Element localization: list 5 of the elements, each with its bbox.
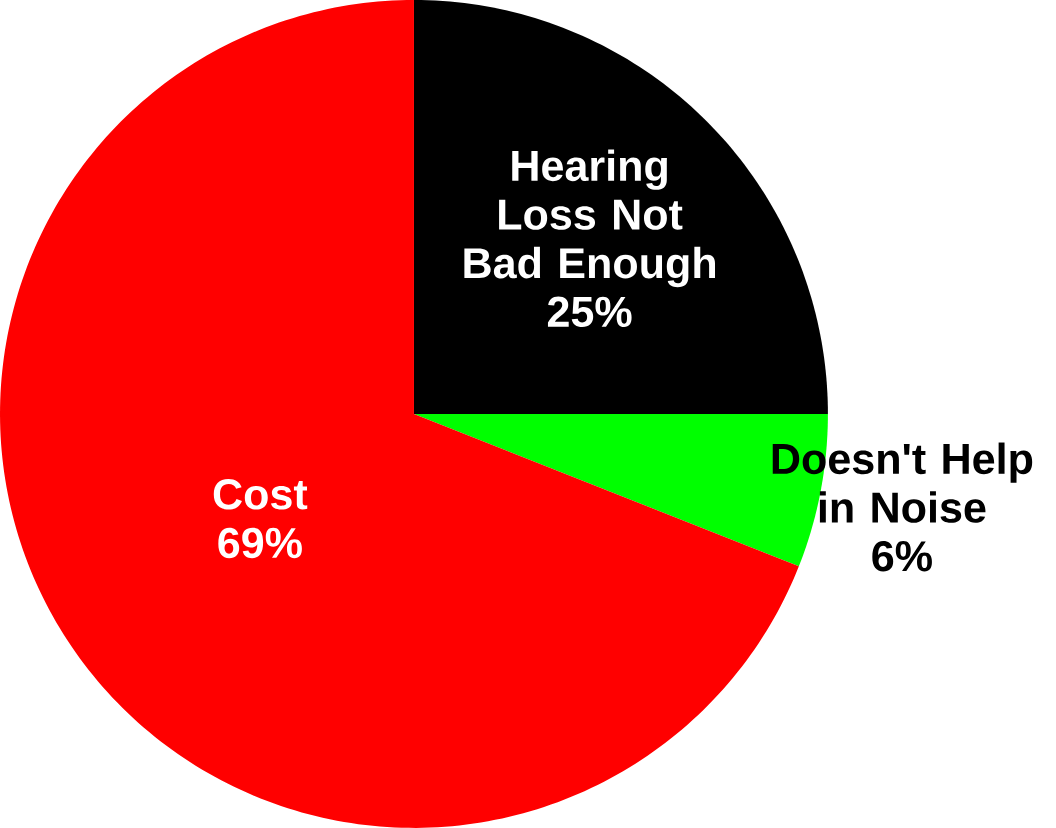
slice-label: Cost	[213, 479, 308, 510]
data-label: 69%	[218, 527, 302, 559]
data-label: 25%	[547, 296, 632, 328]
data-label: 6%	[872, 541, 932, 572]
slice-label: Hearing Loss Not Bad Enough	[464, 149, 716, 288]
